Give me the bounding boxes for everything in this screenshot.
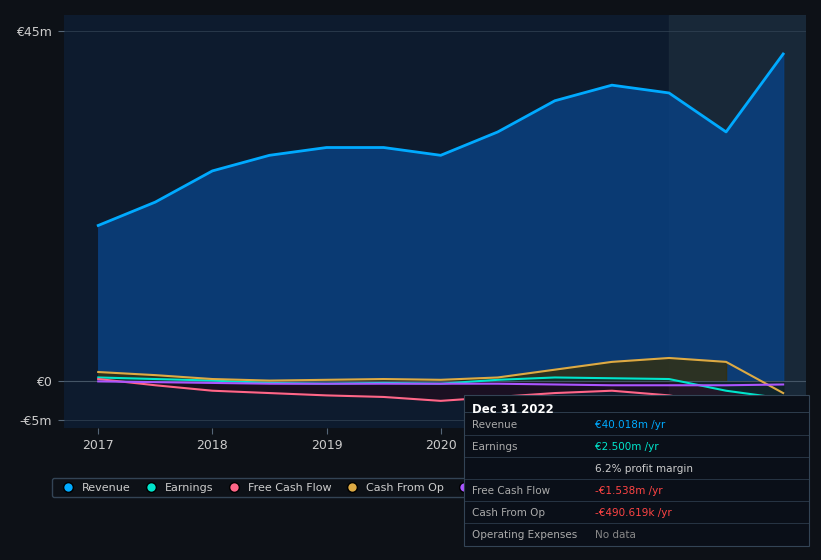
Text: -€490.619k /yr: -€490.619k /yr: [595, 508, 672, 518]
Text: Cash From Op: Cash From Op: [472, 508, 545, 518]
Legend: Revenue, Earnings, Free Cash Flow, Cash From Op, Operating Expenses: Revenue, Earnings, Free Cash Flow, Cash …: [52, 478, 595, 497]
Text: -€1.538m /yr: -€1.538m /yr: [595, 486, 663, 496]
Text: Earnings: Earnings: [472, 442, 517, 452]
Text: Revenue: Revenue: [472, 421, 517, 431]
Bar: [669, 15, 806, 428]
Text: Free Cash Flow: Free Cash Flow: [472, 486, 550, 496]
Text: Operating Expenses: Operating Expenses: [472, 530, 577, 540]
Text: €2.500m /yr: €2.500m /yr: [595, 442, 658, 452]
Text: Dec 31 2022: Dec 31 2022: [472, 403, 554, 416]
Text: €40.018m /yr: €40.018m /yr: [595, 421, 666, 431]
Text: 6.2% profit margin: 6.2% profit margin: [595, 464, 693, 474]
Text: No data: No data: [595, 530, 636, 540]
